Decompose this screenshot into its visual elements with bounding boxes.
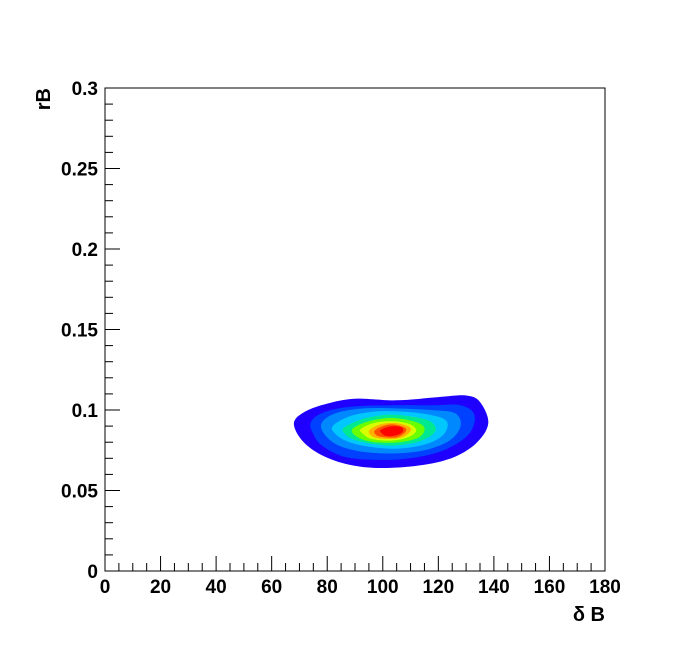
y-tick-label: 0.25 xyxy=(61,160,98,181)
y-tick-label: 0.05 xyxy=(61,482,98,503)
y-tick-label: 0.2 xyxy=(72,240,98,261)
y-tick-label: 0.1 xyxy=(72,401,99,422)
x-axis-ticks xyxy=(104,556,606,571)
plot-frame xyxy=(104,87,606,572)
y-axis-tick-labels: 0 0.05 0.1 0.15 0.2 0.25 0.3 xyxy=(61,79,98,583)
y-axis-ticks xyxy=(105,87,120,572)
x-tick-label: 140 xyxy=(478,577,510,598)
x-tick-label: 180 xyxy=(589,577,621,598)
y-tick-label: 0 xyxy=(87,562,98,583)
y-tick-label: 0.3 xyxy=(72,79,98,100)
x-tick-label: 160 xyxy=(534,577,566,598)
contour-levels xyxy=(293,395,489,468)
x-tick-label: 100 xyxy=(367,577,399,598)
x-axis-title: δ B xyxy=(573,604,605,626)
x-tick-label: 120 xyxy=(422,577,454,598)
x-tick-label: 40 xyxy=(206,577,227,598)
contour-level-10 xyxy=(380,426,404,437)
y-tick-label: 0.15 xyxy=(61,321,98,342)
x-tick-label: 80 xyxy=(317,577,338,598)
x-tick-label: 0 xyxy=(100,577,111,598)
x-axis-tick-labels: 0 20 40 60 80 100 120 140 160 180 xyxy=(100,577,621,598)
x-tick-label: 60 xyxy=(261,577,282,598)
x-tick-label: 20 xyxy=(150,577,171,598)
y-axis-title: rB xyxy=(33,88,55,110)
